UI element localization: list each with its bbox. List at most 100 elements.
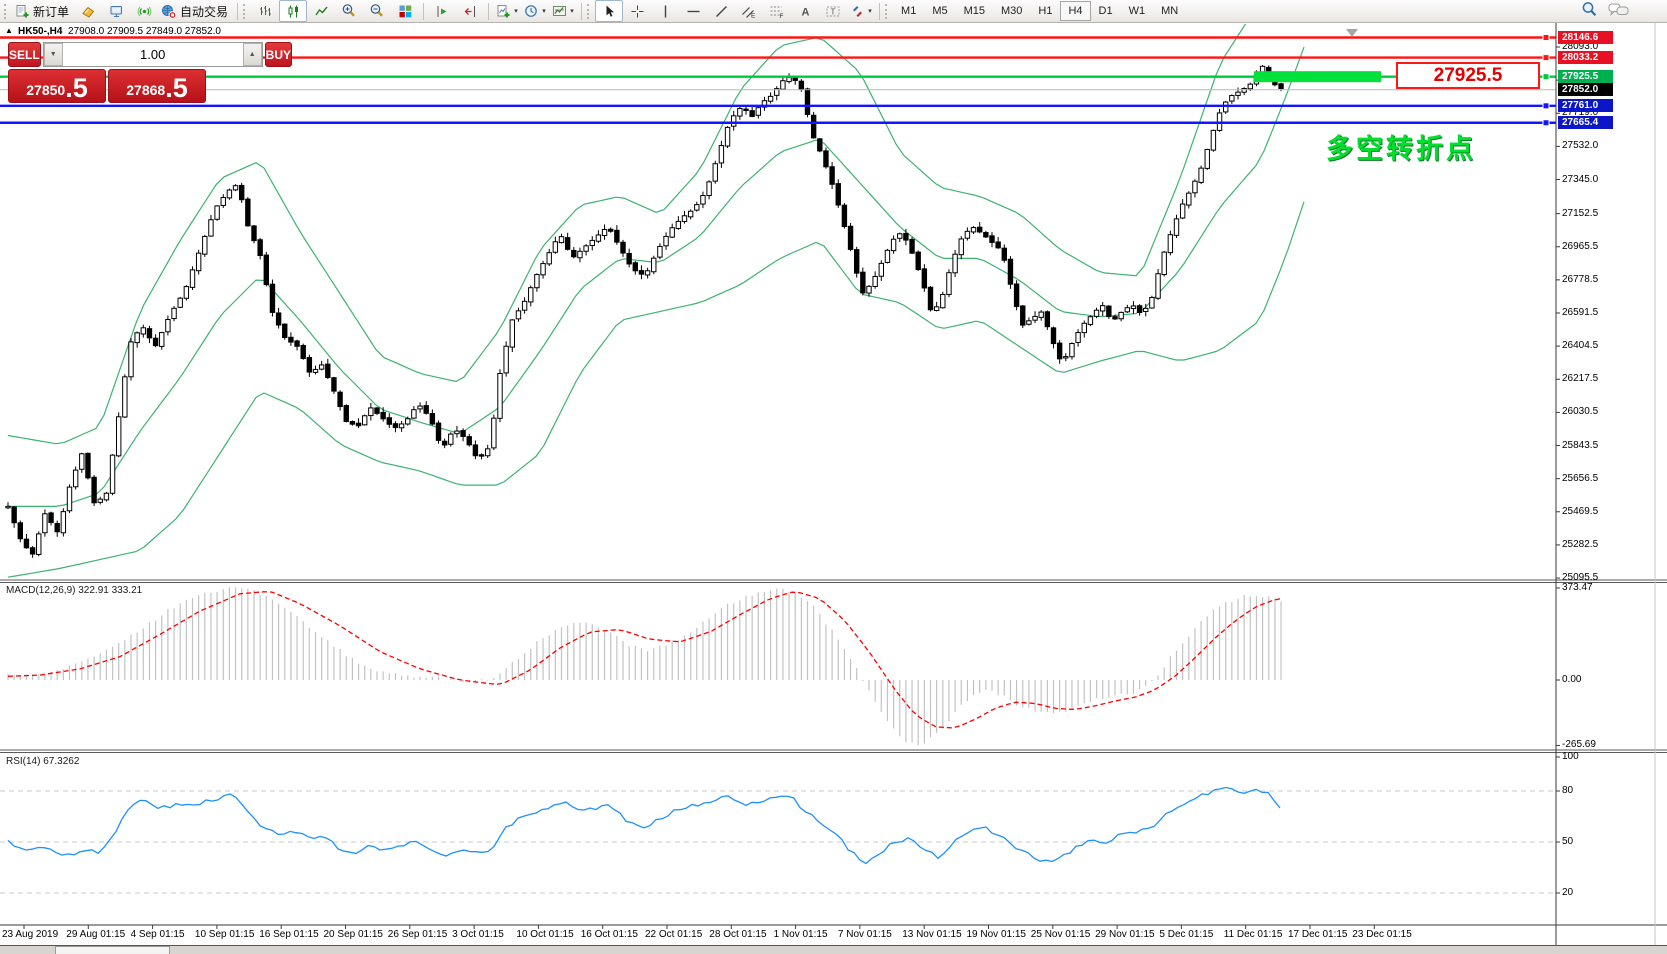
text-tool-button[interactable]: A <box>791 0 819 22</box>
cursor-icon <box>606 5 614 17</box>
indicators-button[interactable]: ▾ <box>549 0 577 22</box>
autotrade-icon <box>162 4 177 19</box>
timeframe-button-w1[interactable]: W1 <box>1128 5 1146 17</box>
timeframe-button-mn[interactable]: MN <box>1161 5 1179 17</box>
timeframe-button-h4[interactable]: H4 <box>1060 1 1091 21</box>
toolbar-separator <box>581 2 583 20</box>
toolbar-separator <box>488 2 490 20</box>
text-icon: A <box>801 6 809 18</box>
new-chart-icon <box>497 4 510 17</box>
buy-price-main: 27868 <box>126 82 166 98</box>
new-order-icon <box>16 4 29 17</box>
equidistant-channel-tool-button[interactable]: E <box>735 0 763 22</box>
auto-scroll-icon <box>437 5 447 17</box>
tile-windows-button[interactable] <box>391 0 419 22</box>
sell-price-frac: .5 <box>65 73 88 103</box>
toolbar-grip[interactable] <box>587 3 592 19</box>
timeframe-button-m30[interactable]: M30 <box>1001 5 1023 17</box>
horizontal-line-icon <box>687 10 700 12</box>
bar-chart-button[interactable] <box>251 0 279 22</box>
buy-price-frac: .5 <box>165 73 188 103</box>
arrows-tool-button[interactable]: ▾ <box>847 0 875 22</box>
fibonacci-tool-button[interactable]: F <box>763 0 791 22</box>
toolbar-separator <box>879 2 881 20</box>
svg-text:E: E <box>751 12 756 19</box>
volume-stepper: ▼ ▲ <box>42 42 263 67</box>
toolbar-grip[interactable] <box>243 3 248 19</box>
line-chart-button[interactable] <box>307 0 335 22</box>
sell-price-main: 27850 <box>26 82 66 98</box>
profiles-clock-icon <box>525 4 538 17</box>
zoom-out-icon <box>370 4 383 17</box>
chart-shift-marker-icon <box>1346 29 1358 37</box>
candlestick-chart-button[interactable] <box>279 0 308 22</box>
sell-price-display[interactable]: 27850.5 <box>8 69 106 103</box>
bar-chart-icon <box>259 5 271 16</box>
toolbar-grip[interactable] <box>885 3 890 19</box>
one-click-trade-panel: SELL ▼ ▲ BUY 27850.5 27868.5 <box>8 42 293 103</box>
auto-scroll-button[interactable] <box>428 0 456 22</box>
chat-icon[interactable] <box>1608 2 1629 18</box>
terminal-button[interactable] <box>102 0 130 22</box>
rsi-line <box>7 786 1281 865</box>
vertical-line-tool-button[interactable] <box>651 0 679 22</box>
macd-signal-line <box>7 591 1281 729</box>
crosshair-tool-button[interactable] <box>623 0 651 22</box>
dropdown-caret-icon: ▾ <box>868 8 872 15</box>
buy-price-display[interactable]: 27868.5 <box>108 69 206 103</box>
timeframe-button-m5[interactable]: M5 <box>932 5 948 17</box>
macd-series <box>7 587 1282 746</box>
dropdown-caret-icon: ▾ <box>542 8 546 15</box>
fibonacci-icon: F <box>770 6 784 19</box>
chart-tab[interactable] <box>55 946 170 954</box>
timeframe-button-h1[interactable]: H1 <box>1038 5 1053 17</box>
toolbar-grip[interactable] <box>4 3 9 19</box>
svg-text:T: T <box>831 7 836 16</box>
text-label-tool-button[interactable]: T <box>819 0 847 22</box>
signals-icon <box>137 6 151 16</box>
timeframe-button-m1[interactable]: M1 <box>901 5 917 17</box>
trendline-tool-button[interactable] <box>707 0 735 22</box>
indicators-icon <box>553 5 567 16</box>
chart-frame <box>0 23 1667 945</box>
dropdown-caret-icon: ▾ <box>570 8 574 15</box>
candlestick-series <box>5 65 1284 558</box>
volume-decrease-button[interactable]: ▼ <box>43 43 63 66</box>
market-watch-button[interactable] <box>74 0 102 22</box>
horizontal-line-tool-button[interactable] <box>679 0 707 22</box>
tile-windows-icon <box>399 5 411 17</box>
autotrade-label: 自动交易 <box>180 4 229 19</box>
zoom-in-button[interactable] <box>335 0 363 22</box>
zoom-out-button[interactable] <box>363 0 391 22</box>
toolbar-separator <box>237 2 239 20</box>
volume-input[interactable] <box>62 43 243 66</box>
zoom-in-icon <box>342 4 355 17</box>
volume-increase-button[interactable]: ▲ <box>242 43 262 66</box>
new-chart-button[interactable]: ▾ <box>493 0 521 22</box>
price-callout-box[interactable]: 27925.5 <box>1396 62 1540 89</box>
chart-shift-button[interactable] <box>456 0 484 22</box>
timeframe-button-m15[interactable]: M15 <box>963 5 985 17</box>
search-icon[interactable] <box>1581 1 1598 18</box>
text-label-icon: T <box>826 6 840 16</box>
timeframe-button-d1[interactable]: D1 <box>1098 5 1113 17</box>
signals-button[interactable] <box>130 0 158 22</box>
vertical-line-icon <box>664 5 666 17</box>
buy-button[interactable]: BUY <box>264 42 293 67</box>
cursor-tool-button[interactable] <box>595 0 624 22</box>
chart-shift-icon <box>464 5 475 17</box>
trendline-icon <box>715 5 727 17</box>
crosshair-icon <box>631 5 644 17</box>
toolbar-separator <box>423 2 425 20</box>
chart-tab-bar <box>0 945 1667 954</box>
candlestick-chart-icon <box>288 5 298 17</box>
support-band-rect <box>1254 71 1381 83</box>
svg-text:A: A <box>801 6 809 18</box>
equidistant-channel-icon: E <box>742 6 756 19</box>
profiles-button[interactable]: ▾ <box>521 0 549 22</box>
autotrade-button[interactable]: 自动交易 <box>158 0 233 22</box>
toolbar-right-icons <box>1581 1 1629 18</box>
new-order-button[interactable]: 新订单 <box>12 0 74 22</box>
sell-button[interactable]: SELL <box>8 42 41 67</box>
